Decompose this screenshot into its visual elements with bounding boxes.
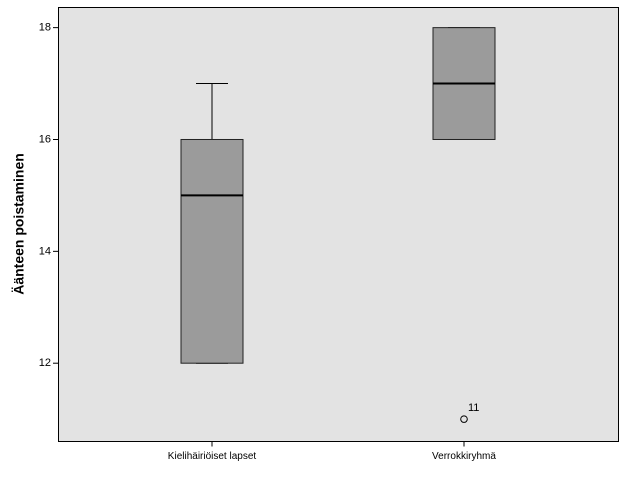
outlier-label: 11: [468, 402, 479, 414]
outlier: [460, 415, 468, 423]
y-axis-title: Äänteen poistaminen: [11, 153, 27, 295]
plot-area: [58, 7, 619, 442]
box: [180, 138, 244, 364]
x-tick-label: Kielihäiriöiset lapset: [168, 451, 257, 462]
y-tick-label: 18: [39, 22, 51, 34]
x-tick-label: Verrokkiryhmä: [432, 451, 496, 462]
y-tick-label: 16: [39, 133, 51, 145]
y-tick-label: 12: [39, 357, 51, 369]
y-tick-label: 14: [39, 245, 51, 257]
